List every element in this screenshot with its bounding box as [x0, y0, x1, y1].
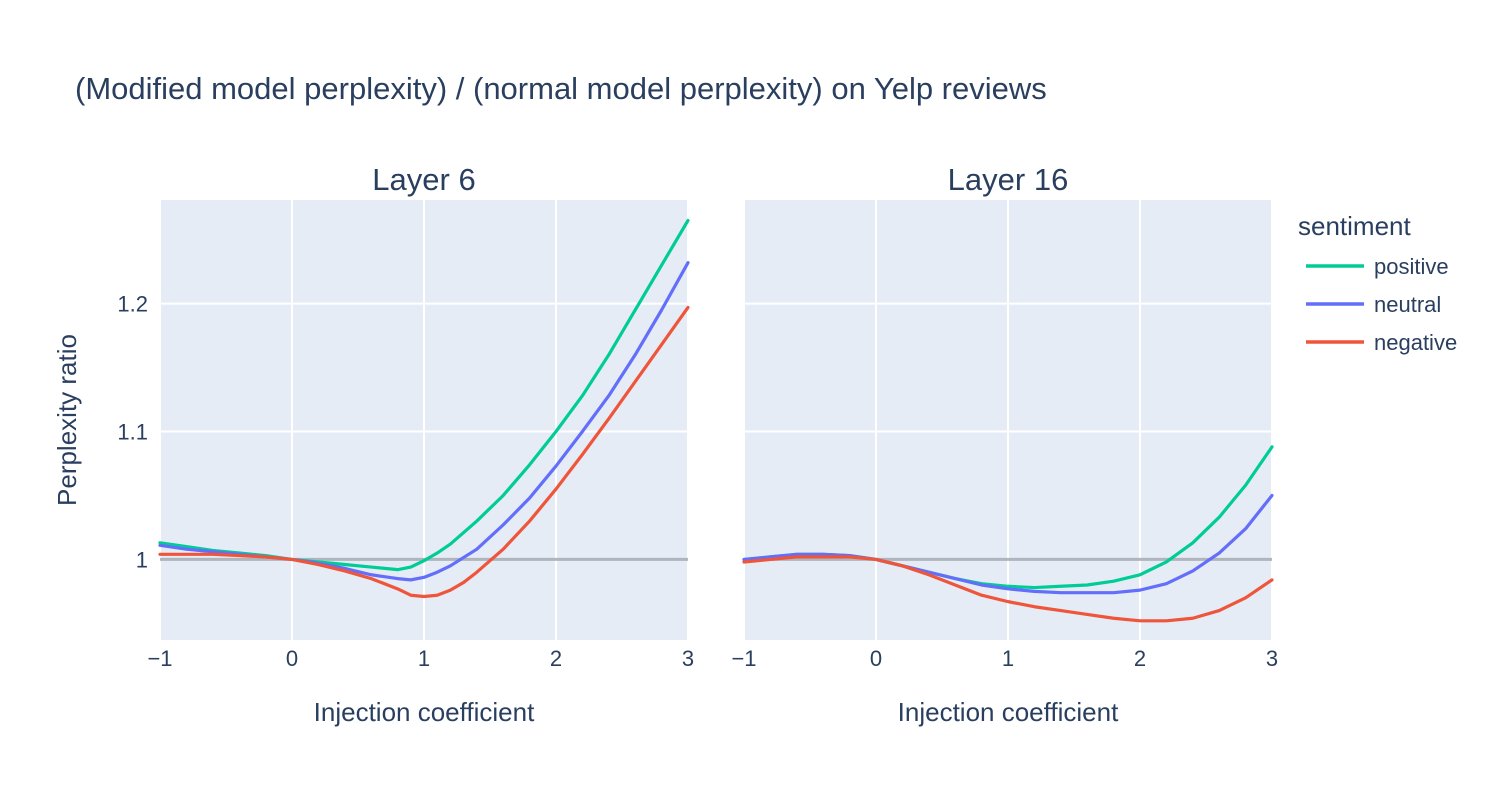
- chart-title: (Modified model perplexity) / (normal mo…: [75, 71, 1047, 106]
- legend-label-neutral: neutral: [1374, 292, 1441, 317]
- x-tick-label-layer-6: 3: [682, 646, 694, 671]
- x-tick-label-layer-16: 2: [1134, 646, 1146, 671]
- series-layer-16: [742, 445, 1274, 623]
- legend-label-negative: negative: [1374, 330, 1457, 355]
- panel-layer-6: −1 0 1 2 3 Layer 6 Injection coefficient: [147, 162, 694, 727]
- panel-title-layer-16: Layer 16: [948, 162, 1069, 197]
- y-tick-label: 1.2: [117, 292, 148, 317]
- legend-items: positive neutral negative: [1306, 254, 1457, 355]
- legend-title: sentiment: [1298, 211, 1411, 241]
- legend: sentiment positive neutral negative: [1298, 211, 1457, 355]
- series-layer-6: [158, 218, 690, 599]
- y-ticks: 1 1.1 1.2: [117, 292, 148, 573]
- x-tick-label-layer-6: 1: [418, 646, 430, 671]
- x-tick-label-layer-16: −1: [731, 646, 756, 671]
- x-tick-label-layer-6: 2: [550, 646, 562, 671]
- x-tick-label-layer-16: 3: [1266, 646, 1278, 671]
- series-line-negative-layer-16: [742, 555, 1274, 623]
- x-tick-label-layer-6: 0: [286, 646, 298, 671]
- x-tick-label-layer-6: −1: [147, 646, 172, 671]
- panel-layer-16: −1 0 1 2 3 Layer 16 Injection coefficient: [731, 162, 1278, 727]
- y-tick-label: 1.1: [117, 420, 148, 445]
- x-ticks-layer-16: −1 0 1 2 3: [731, 646, 1278, 671]
- series-line-negative-layer-6: [158, 305, 690, 599]
- x-axis-title-layer-6: Injection coefficient: [314, 697, 535, 727]
- x-axis-title-layer-16: Injection coefficient: [898, 697, 1119, 727]
- y-axis-title: Perplexity ratio: [52, 334, 82, 506]
- y-tick-label: 1: [136, 547, 148, 572]
- x-tick-label-layer-16: 1: [1002, 646, 1014, 671]
- x-tick-label-layer-16: 0: [870, 646, 882, 671]
- panel-title-layer-6: Layer 6: [372, 162, 475, 197]
- legend-label-positive: positive: [1374, 254, 1449, 279]
- x-ticks-layer-6: −1 0 1 2 3: [147, 646, 694, 671]
- series-line-neutral-layer-16: [742, 493, 1274, 595]
